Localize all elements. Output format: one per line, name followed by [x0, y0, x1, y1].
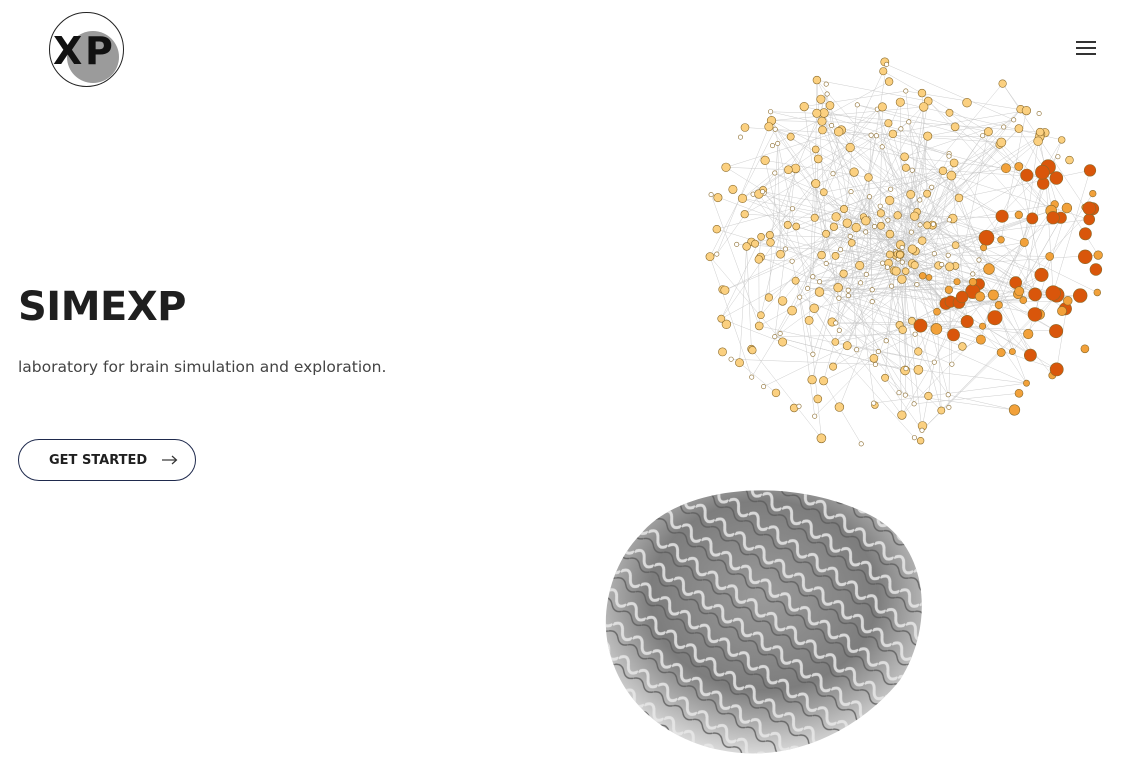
hamburger-menu-icon[interactable] — [1070, 36, 1102, 60]
brain-illustration — [600, 15, 1110, 760]
get-started-button[interactable]: GET STARTED — [18, 439, 196, 481]
svg-text:X: X — [53, 29, 82, 73]
hero-subtitle: laboratory for brain simulation and expl… — [18, 358, 387, 376]
brain-network-graph-icon — [705, 57, 1103, 447]
svg-text:P: P — [85, 29, 113, 73]
arrow-right-icon — [162, 455, 178, 465]
get-started-label: GET STARTED — [49, 452, 148, 468]
xp-logo-icon[interactable]: X P — [49, 12, 124, 87]
brain-image-icon — [605, 490, 922, 754]
page-title: SIMEXP — [18, 284, 186, 330]
